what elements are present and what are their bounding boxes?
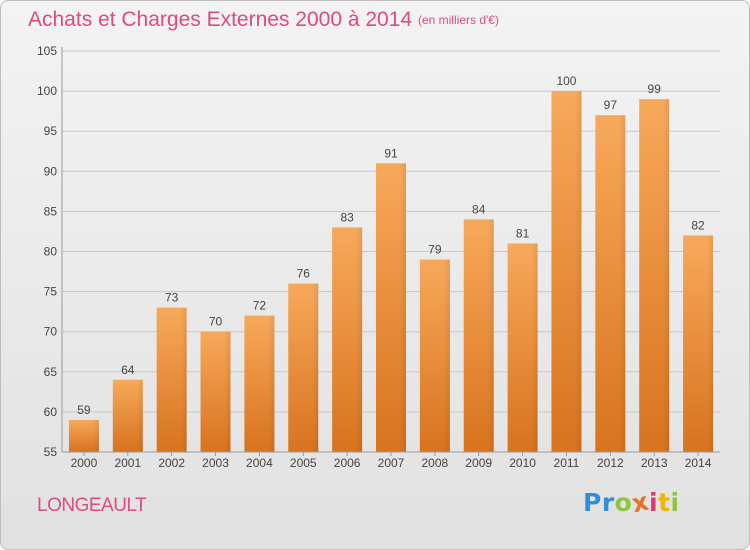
axes: 55 60 65 70 75 80 85 90 95 100 105 2000 2001 2002 2003… bbox=[37, 44, 720, 470]
y-tick-label: 80 bbox=[44, 245, 58, 259]
y-tick-label: 105 bbox=[37, 44, 57, 58]
y-tick-label: 90 bbox=[44, 164, 58, 178]
proxiti-logo: Proxiti bbox=[583, 487, 680, 519]
y-tick-label: 55 bbox=[44, 445, 58, 459]
chart-subtitle: (en milliers d'€) bbox=[418, 13, 499, 27]
logo-letter: P bbox=[583, 488, 602, 517]
bar-shade bbox=[507, 243, 538, 452]
y-tick-label: 75 bbox=[44, 285, 58, 299]
x-tick-label: 2014 bbox=[685, 456, 712, 470]
x-tick-label: 2007 bbox=[378, 456, 405, 470]
x-tick-label: 2010 bbox=[509, 456, 536, 470]
bar-shade bbox=[332, 227, 363, 452]
bar-shade bbox=[683, 235, 714, 452]
x-tick-label: 2000 bbox=[71, 456, 98, 470]
bar-shade bbox=[551, 91, 582, 452]
x-tick-label: 2013 bbox=[641, 456, 668, 470]
logo-letter: i bbox=[649, 488, 659, 517]
value-label: 84 bbox=[472, 202, 486, 216]
bars bbox=[68, 91, 714, 453]
chart-title: Achats et Charges Externes 2000 à 2014 bbox=[28, 8, 413, 31]
bar-shade bbox=[244, 315, 275, 452]
y-tick-label: 85 bbox=[44, 204, 58, 218]
x-tick-label: 2002 bbox=[158, 456, 185, 470]
value-label: 79 bbox=[428, 243, 442, 257]
bar-shade bbox=[376, 163, 406, 452]
logo-letter: o bbox=[614, 488, 633, 517]
value-label: 64 bbox=[121, 363, 135, 377]
bar-shade bbox=[288, 283, 319, 452]
value-label: 73 bbox=[165, 291, 179, 305]
bar-shade bbox=[639, 99, 670, 453]
value-label: 72 bbox=[253, 299, 267, 313]
x-tick-label: 2006 bbox=[334, 456, 361, 470]
logo-letter: r bbox=[601, 488, 615, 517]
value-label: 76 bbox=[297, 267, 311, 281]
bar-shade bbox=[463, 219, 494, 452]
x-tick-label: 2004 bbox=[246, 456, 273, 470]
y-tick-label: 60 bbox=[44, 405, 58, 419]
value-label: 83 bbox=[340, 210, 354, 224]
value-label: 81 bbox=[516, 226, 530, 240]
x-tick-label: 2008 bbox=[422, 456, 449, 470]
value-label: 70 bbox=[209, 315, 223, 329]
bar-shade bbox=[200, 331, 231, 452]
y-tick-label: 70 bbox=[44, 325, 58, 339]
x-tick-label: 2009 bbox=[465, 456, 492, 470]
bar-shade bbox=[419, 259, 450, 452]
logo-letter: t bbox=[658, 488, 671, 517]
value-label: 99 bbox=[648, 82, 662, 96]
x-tick-label: 2011 bbox=[554, 456, 580, 470]
x-tick-label: 2003 bbox=[202, 456, 229, 470]
logo-letter: i bbox=[670, 488, 680, 517]
y-tick-label: 65 bbox=[44, 365, 58, 379]
bar-shade bbox=[68, 419, 99, 452]
value-label: 97 bbox=[604, 98, 618, 112]
x-tick-label: 2012 bbox=[597, 456, 624, 470]
x-tick-label: 2001 bbox=[114, 456, 141, 470]
y-tick-label: 95 bbox=[44, 124, 58, 138]
place-name: LONGEAULT bbox=[37, 495, 147, 516]
value-label: 100 bbox=[556, 74, 576, 88]
bar-shade bbox=[156, 307, 187, 452]
value-label: 91 bbox=[384, 146, 398, 160]
x-tick-label: 2005 bbox=[290, 456, 317, 470]
value-label: 59 bbox=[77, 403, 91, 417]
y-tick-label: 100 bbox=[37, 84, 57, 98]
bar-shade bbox=[112, 379, 143, 452]
value-label: 82 bbox=[691, 218, 705, 232]
value-labels: 59 64 73 70 72 76 83 91 79 84 81 100 97 99 82 bbox=[77, 74, 705, 417]
bar-shade bbox=[595, 115, 626, 452]
